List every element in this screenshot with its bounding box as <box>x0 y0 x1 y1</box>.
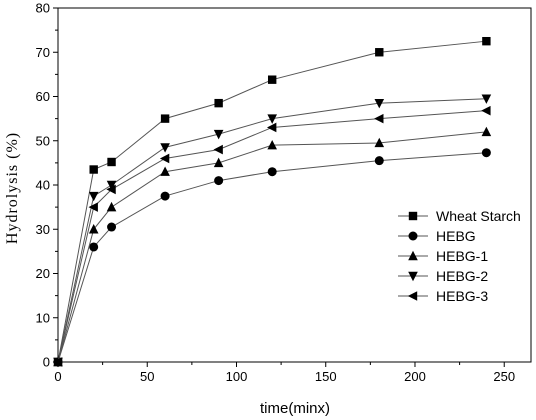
data-point <box>107 157 116 167</box>
data-point <box>106 201 117 212</box>
y-tick-label: 10 <box>36 310 50 325</box>
legend-label: HEBG-3 <box>436 288 488 304</box>
legend-label: HEBG-2 <box>436 268 488 284</box>
data-point <box>482 36 491 46</box>
x-axis-label: time(minx) <box>260 400 330 417</box>
y-tick-label: 30 <box>36 222 50 237</box>
x-tick-label: 100 <box>226 369 248 384</box>
data-point <box>106 180 117 191</box>
data-point <box>374 156 384 166</box>
legend-item: HEBG-1 <box>398 248 488 264</box>
data-point <box>267 114 277 124</box>
data-point <box>266 122 277 133</box>
data-point <box>160 143 170 153</box>
x-tick-label: 0 <box>54 369 61 384</box>
series-hebg-3 <box>52 105 491 367</box>
data-point <box>267 139 277 150</box>
x-tick-label: 50 <box>140 369 154 384</box>
data-point <box>106 184 116 195</box>
data-point <box>88 202 98 212</box>
axes: 0 50 100 150 200 250 0 10 20 30 40 50 60 70 80 <box>36 1 532 384</box>
series-hebg-2 <box>53 94 492 368</box>
x-tick-label: 200 <box>404 369 426 384</box>
y-axis-label: Hydrolysis (%) <box>4 132 21 244</box>
y-tick-label: 70 <box>36 45 50 60</box>
legend-marker <box>408 211 418 221</box>
data-point <box>88 224 99 234</box>
data-point <box>481 148 491 158</box>
data-point <box>89 242 99 252</box>
legend-item: HEBG-2 <box>398 268 488 284</box>
data-point <box>213 157 224 168</box>
plot-area <box>52 36 492 368</box>
y-tick-label: 20 <box>36 266 50 281</box>
legend-item: HEBG <box>398 228 476 244</box>
data-point <box>267 167 277 177</box>
legend-marker <box>407 291 418 301</box>
data-point <box>481 126 492 137</box>
x-tick-label: 150 <box>315 369 337 384</box>
data-point <box>213 129 224 140</box>
series-hebg <box>53 148 491 367</box>
data-point <box>267 75 277 84</box>
data-point <box>107 222 117 232</box>
data-point <box>374 98 385 109</box>
series-line <box>57 40 487 363</box>
data-point <box>214 98 223 108</box>
data-point <box>481 94 492 104</box>
y-tick-label: 0 <box>43 355 50 370</box>
data-point <box>89 165 98 174</box>
data-point <box>374 137 385 148</box>
data-point <box>159 153 170 164</box>
y-tick-label: 80 <box>36 1 50 16</box>
legend-marker <box>408 271 418 282</box>
data-point <box>213 144 223 155</box>
y-tick-label: 60 <box>36 89 50 104</box>
series-hebg-1 <box>53 126 492 367</box>
data-point <box>375 48 384 57</box>
data-point <box>160 166 170 176</box>
legend-item: Wheat Starch <box>398 208 521 224</box>
y-tick-label: 50 <box>36 133 50 148</box>
data-point <box>160 191 170 201</box>
legend-item: HEBG-3 <box>398 288 488 304</box>
series-line <box>57 131 487 363</box>
y-tick-label: 40 <box>36 178 50 193</box>
legend-marker <box>408 250 418 261</box>
data-point <box>160 114 170 123</box>
x-tick-label: 250 <box>493 369 515 384</box>
data-point <box>88 191 99 202</box>
data-point <box>214 176 224 186</box>
legend: Wheat Starch HEBG HEBG-1 HEBG-2 HEBG-3 <box>398 208 521 304</box>
plot-frame <box>57 7 532 363</box>
legend-label: HEBG-1 <box>436 248 488 264</box>
series-line <box>57 152 487 363</box>
data-point <box>374 113 384 124</box>
legend-marker <box>408 231 418 241</box>
legend-label: Wheat Starch <box>436 208 521 224</box>
data-point <box>481 105 491 116</box>
legend-label: HEBG <box>436 228 476 244</box>
